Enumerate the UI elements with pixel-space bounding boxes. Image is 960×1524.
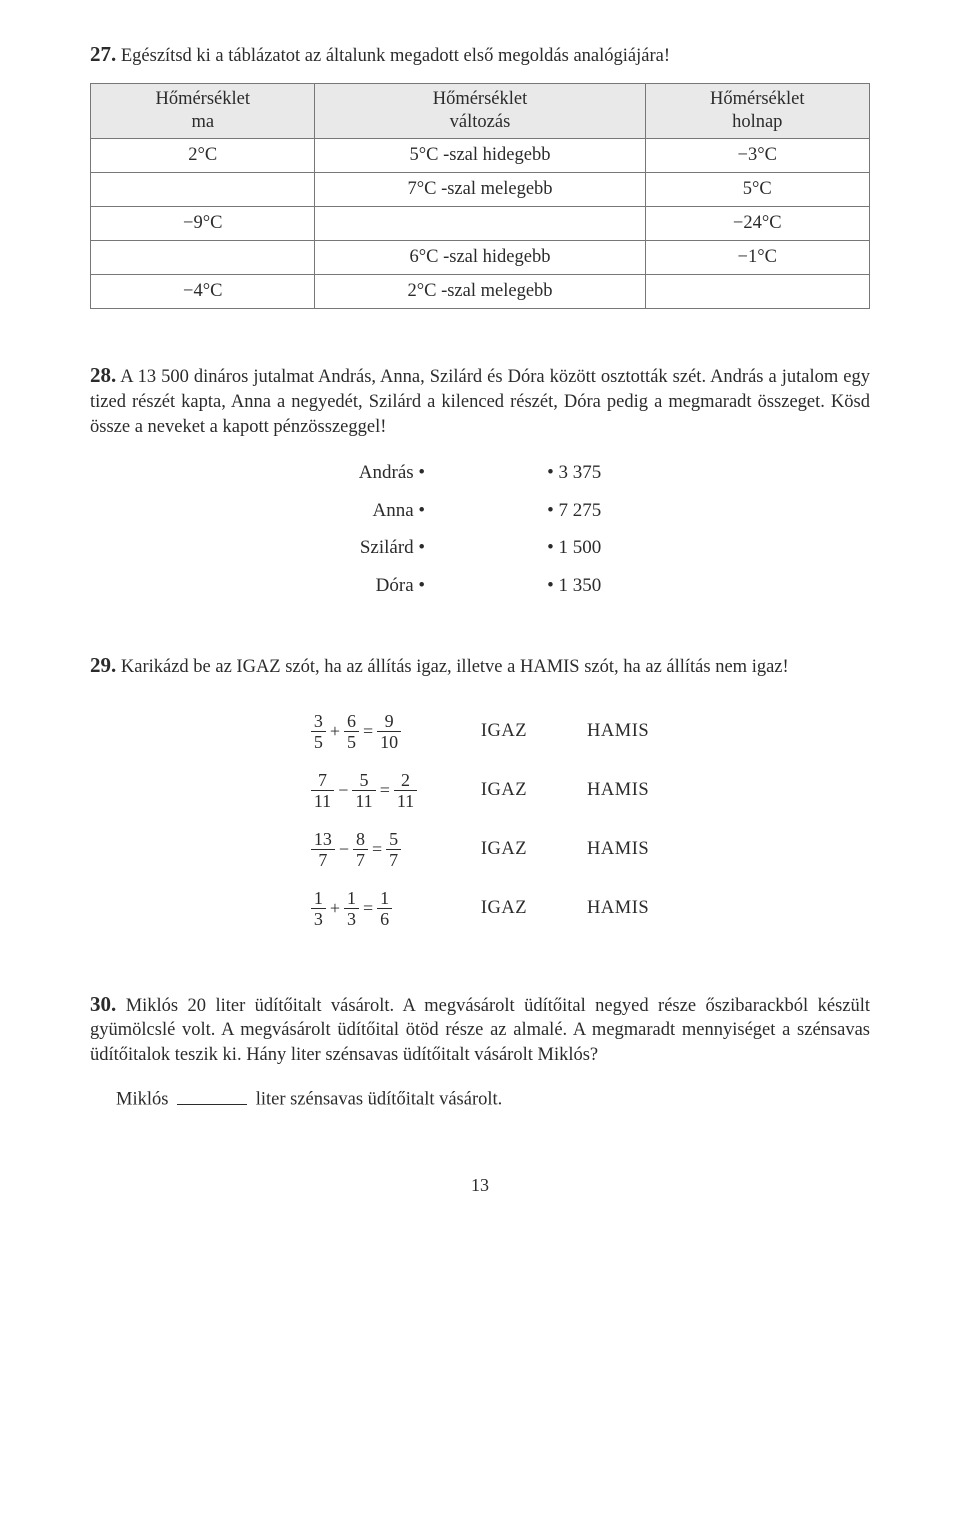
equation-cell: 13+13=16 [281, 879, 451, 938]
table-row: 2°C5°C -szal hidegebb−3°C [91, 139, 870, 173]
equation-cell: 35+65=910 [281, 702, 451, 761]
table-cell: 2°C -szal melegebb [315, 275, 645, 309]
task-30-number: 30. [90, 992, 116, 1016]
task-30-prompt: 30. Miklós 20 liter üdítőitalt vásárolt.… [90, 990, 870, 1069]
task-27-number: 27. [90, 42, 116, 66]
table-row: 6°C -szal hidegebb−1°C [91, 241, 870, 275]
spacer [431, 460, 541, 486]
table-cell: −4°C [91, 275, 315, 309]
matching-grid: András 3 375 Anna 7 275 Szilárd 1 500 Dóra 1 35… [260, 460, 700, 599]
table-row: −9°C −24°C [91, 207, 870, 241]
equation-cell: 137−87=57 [281, 820, 451, 879]
table-cell: 2°C [91, 139, 315, 173]
task-28-number: 28. [90, 363, 116, 387]
table-cell [91, 241, 315, 275]
table-cell: 5°C -szal hidegebb [315, 139, 645, 173]
match-left: Anna [260, 498, 431, 524]
task-29-prompt: 29. Karikázd be az IGAZ szót, ha az állí… [90, 651, 870, 680]
equation-row: 137−87=57IGAZHAMIS [281, 820, 679, 879]
answer-before: Miklós [116, 1090, 168, 1110]
true-option[interactable]: IGAZ [451, 761, 557, 820]
page-number: 13 [90, 1173, 870, 1197]
equation-row: 13+13=16IGAZHAMIS [281, 879, 679, 938]
table-cell: 7°C -szal melegebb [315, 173, 645, 207]
true-option[interactable]: IGAZ [451, 702, 557, 761]
task-28-text: A 13 500 dináros jutalmat András, Anna, … [90, 367, 870, 437]
match-right: 1 350 [541, 573, 700, 599]
answer-blank[interactable] [177, 1086, 247, 1105]
true-option[interactable]: IGAZ [451, 879, 557, 938]
temperature-table: Hőmérséklet ma Hőmérséklet változás Hőmé… [90, 83, 870, 309]
table-row: 7°C -szal melegebb5°C [91, 173, 870, 207]
table-cell: −9°C [91, 207, 315, 241]
table-cell [645, 275, 870, 309]
task-29-number: 29. [90, 653, 116, 677]
match-right: 1 500 [541, 535, 700, 561]
task-30: 30. Miklós 20 liter üdítőitalt vásárolt.… [90, 990, 870, 1113]
false-option[interactable]: HAMIS [557, 702, 679, 761]
match-left: András [260, 460, 431, 486]
equation-row: 711−511=211IGAZHAMIS [281, 761, 679, 820]
false-option[interactable]: HAMIS [557, 761, 679, 820]
table-cell: 6°C -szal hidegebb [315, 241, 645, 275]
table-cell: −24°C [645, 207, 870, 241]
false-option[interactable]: HAMIS [557, 820, 679, 879]
true-option[interactable]: IGAZ [451, 820, 557, 879]
th-tomorrow: Hőmérséklet holnap [645, 83, 870, 138]
false-option[interactable]: HAMIS [557, 879, 679, 938]
equation-row: 35+65=910IGAZHAMIS [281, 702, 679, 761]
task-27-text: Egészítsd ki a táblázatot az általunk me… [121, 46, 670, 66]
match-left: Dóra [260, 573, 431, 599]
match-right: 7 275 [541, 498, 700, 524]
spacer [431, 535, 541, 561]
table-cell: 5°C [645, 173, 870, 207]
task-27-prompt: 27. Egészítsd ki a táblázatot az általun… [90, 40, 870, 69]
task-28: 28. A 13 500 dináros jutalmat András, An… [90, 361, 870, 598]
task-30-answer-line: Miklós liter szénsavas üdítőitalt vásáro… [116, 1086, 870, 1112]
table-cell [91, 173, 315, 207]
table-cell: −3°C [645, 139, 870, 173]
th-change: Hőmérséklet változás [315, 83, 645, 138]
task-30-text: Miklós 20 liter üdítőitalt vásárolt. A m… [90, 996, 870, 1066]
match-right: 3 375 [541, 460, 700, 486]
task-29: 29. Karikázd be az IGAZ szót, ha az állí… [90, 651, 870, 938]
task-28-prompt: 28. A 13 500 dináros jutalmat András, An… [90, 361, 870, 440]
th-today: Hőmérséklet ma [91, 83, 315, 138]
task-27: 27. Egészítsd ki a táblázatot az általun… [90, 40, 870, 309]
table-cell [315, 207, 645, 241]
table-cell: −1°C [645, 241, 870, 275]
answer-after: liter szénsavas üdítőitalt vásárolt. [256, 1090, 503, 1110]
table-row: −4°C2°C -szal melegebb [91, 275, 870, 309]
spacer [431, 573, 541, 599]
equation-table: 35+65=910IGAZHAMIS711−511=211IGAZHAMIS13… [281, 702, 679, 938]
match-left: Szilárd [260, 535, 431, 561]
task-29-text: Karikázd be az IGAZ szót, ha az állítás … [121, 657, 789, 677]
spacer [431, 498, 541, 524]
equation-cell: 711−511=211 [281, 761, 451, 820]
